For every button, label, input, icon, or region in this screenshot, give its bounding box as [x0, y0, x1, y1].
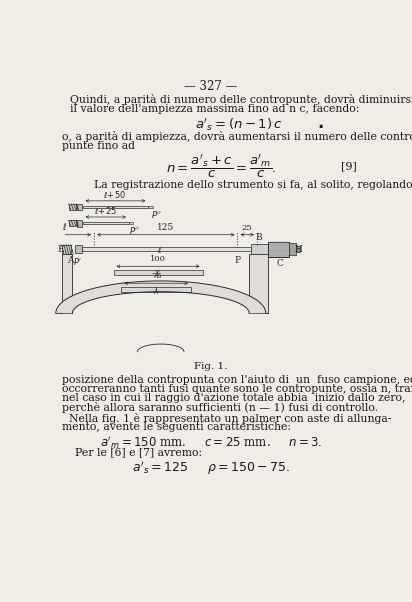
Text: $\ell$: $\ell$: [62, 220, 68, 232]
Text: Per le [6] e [7] avremo:: Per le [6] e [7] avremo:: [75, 448, 202, 458]
Text: 125: 125: [157, 223, 174, 232]
Text: $a'_s = (n-1)\,c$: $a'_s = (n-1)\,c$: [195, 116, 283, 132]
Text: posizione della contropunta con l'aiuto di  un  fuso campione, ed: posizione della contropunta con l'aiuto …: [62, 375, 412, 385]
Text: $\ell$: $\ell$: [157, 245, 162, 255]
Text: perchè allora saranno sufficienti (n — 1) fusi di controllo.: perchè allora saranno sufficienti (n — 1…: [62, 402, 378, 413]
Text: 25: 25: [241, 223, 252, 232]
Text: nel caso in cui il raggio d'azione totale abbia  inizio dallo zero,: nel caso in cui il raggio d'azione total…: [62, 393, 406, 403]
Text: $\lambda$: $\lambda$: [153, 285, 159, 296]
Text: A: A: [67, 256, 73, 265]
Text: punte fino ad: punte fino ad: [62, 141, 136, 150]
Text: Quindi, a parità di numero delle contropunte, dovrà diminuirsi: Quindi, a parità di numero delle controp…: [70, 94, 412, 105]
Bar: [82, 206, 148, 208]
Text: occorreranno tanti fusi quante sono le contropunte, ossia n, tranne: occorreranno tanti fusi quante sono le c…: [62, 384, 412, 394]
Text: $\chi$: $\chi$: [154, 268, 161, 279]
Bar: [82, 222, 129, 225]
Bar: [77, 220, 82, 226]
Bar: [129, 222, 133, 224]
Text: Fig. 1.: Fig. 1.: [194, 362, 228, 371]
Bar: [296, 246, 300, 252]
Text: $P''$: $P''$: [151, 208, 162, 220]
Text: mento, avente le seguenti caratteristiche:: mento, avente le seguenti caratteristich…: [62, 422, 291, 432]
Bar: [250, 244, 268, 255]
Text: La registrazione dello strumento si fa, al solito, regolando la: La registrazione dello strumento si fa, …: [94, 180, 412, 190]
Text: $\mathbf{\cdot}$: $\mathbf{\cdot}$: [316, 116, 323, 134]
Text: o, a parità di ampiezza, dovrà aumentarsi il numero delle contro-: o, a parità di ampiezza, dovrà aumentars…: [62, 131, 412, 141]
Text: B: B: [256, 232, 262, 241]
Text: $a'_m = 150$ mm.     $c = 25$ mm.     $n = 3.$: $a'_m = 150$ mm. $c = 25$ mm. $n = 3.$: [100, 434, 322, 450]
Text: P: P: [234, 256, 241, 265]
Text: il valore dell'ampiezza massima fino ad n c, facendo:: il valore dell'ampiezza massima fino ad …: [70, 104, 360, 114]
Bar: [148, 206, 153, 208]
Bar: [121, 287, 191, 292]
Text: [9]: [9]: [342, 161, 357, 171]
Bar: [75, 246, 82, 253]
Bar: [62, 254, 73, 313]
Bar: [68, 220, 76, 226]
Bar: [113, 270, 203, 275]
Polygon shape: [56, 281, 266, 313]
Text: C: C: [277, 259, 283, 268]
Bar: [77, 203, 82, 211]
Bar: [289, 243, 296, 255]
Text: 100: 100: [150, 255, 166, 263]
Text: — 327 —: — 327 —: [185, 80, 238, 93]
Bar: [249, 254, 268, 313]
Text: $\ell\!+\!25$: $\ell\!+\!25$: [94, 205, 117, 216]
Bar: [61, 245, 71, 254]
Bar: [82, 247, 250, 251]
Text: E: E: [58, 245, 64, 254]
Text: H: H: [294, 245, 302, 254]
Bar: [68, 204, 76, 210]
Text: $a'_s = 125$     $\rho = 150 - 75.$: $a'_s = 125$ $\rho = 150 - 75.$: [132, 460, 290, 477]
Text: 75: 75: [151, 272, 162, 280]
Text: $n = \dfrac{a'_s + c}{c} = \dfrac{a'_m}{c}.$: $n = \dfrac{a'_s + c}{c} = \dfrac{a'_m}{…: [166, 152, 277, 180]
Text: $P'$: $P'$: [73, 256, 82, 267]
Text: Nella fig. 1 è rappresentato un palmer con aste di allunga-: Nella fig. 1 è rappresentato un palmer c…: [62, 413, 392, 424]
Text: $\ell\!+\!50$: $\ell\!+\!50$: [103, 189, 126, 200]
Text: $P''$: $P''$: [129, 226, 140, 237]
Bar: [268, 241, 289, 257]
